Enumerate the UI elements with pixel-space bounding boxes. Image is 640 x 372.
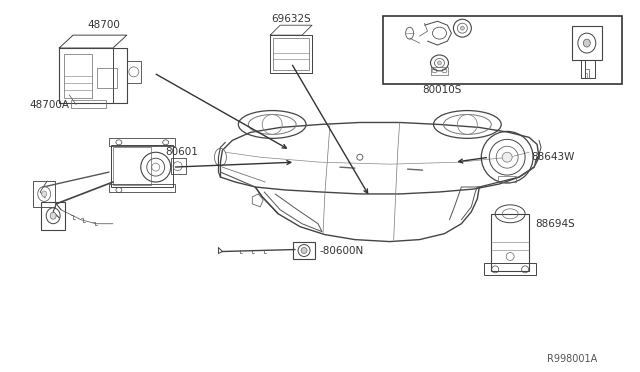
Bar	[293, 241, 315, 259]
Ellipse shape	[438, 61, 442, 65]
Text: -80600N: -80600N	[320, 246, 364, 256]
Bar	[484, 263, 536, 275]
Ellipse shape	[502, 152, 512, 162]
Bar	[492, 214, 529, 271]
Text: 48700: 48700	[87, 20, 120, 30]
Bar	[109, 138, 175, 146]
Bar	[383, 16, 621, 84]
Ellipse shape	[50, 212, 56, 219]
Ellipse shape	[460, 26, 465, 30]
Bar	[498, 176, 516, 182]
Ellipse shape	[42, 191, 47, 197]
Bar	[270, 35, 312, 73]
Bar	[171, 158, 186, 174]
Bar	[59, 48, 127, 103]
Bar	[33, 181, 55, 207]
Bar	[273, 38, 309, 70]
Bar	[109, 184, 175, 192]
Text: 88643W: 88643W	[531, 152, 575, 162]
Bar	[127, 61, 141, 83]
Bar	[113, 147, 151, 185]
Text: 88694S: 88694S	[535, 219, 575, 229]
Bar	[64, 54, 92, 98]
Bar	[97, 68, 117, 88]
Text: 48700A: 48700A	[29, 100, 69, 110]
Bar	[431, 67, 449, 75]
Ellipse shape	[583, 39, 590, 47]
Bar	[41, 202, 65, 230]
Text: 80601: 80601	[166, 147, 198, 157]
Text: 69632S: 69632S	[271, 14, 311, 24]
Bar	[572, 26, 602, 60]
Text: R998001A: R998001A	[547, 354, 597, 364]
Ellipse shape	[301, 247, 307, 253]
Text: 80010S: 80010S	[422, 85, 461, 95]
Bar	[111, 145, 173, 187]
Bar	[71, 100, 106, 108]
